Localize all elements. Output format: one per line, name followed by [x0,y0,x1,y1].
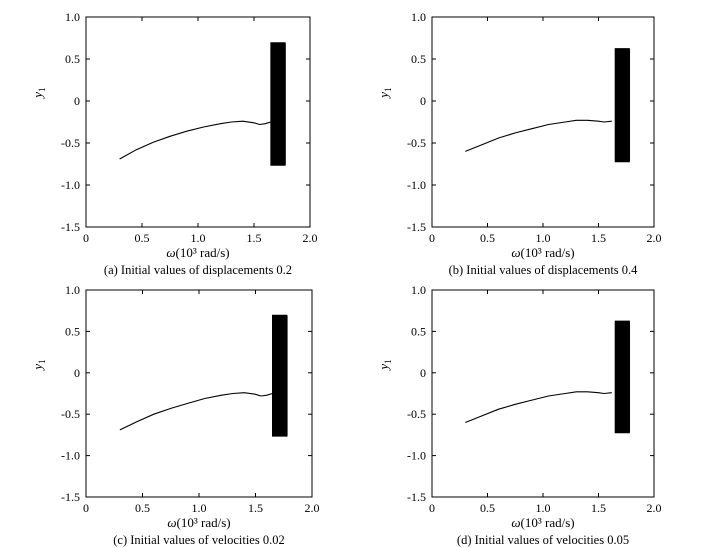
y-tick-label: -0.5 [407,407,426,421]
y-axis-label-symbol: y [30,364,45,372]
y-tick-label: 1.0 [411,10,426,24]
chart-panel-d: 0 0.5 1.0 1.5 2.0 1.0 0.5 0 -0.5 -1.0 -1.5 y1 ω(10³ … [376,283,662,547]
x-axis-label-symbol: ω [511,245,520,260]
x-axis-label-symbol: ω [166,245,175,260]
y-axis-label-symbol: y [30,92,45,100]
x-tick-label: 1.5 [248,501,263,515]
y-axis-label: y1 [30,87,47,99]
panel-caption: (c) Initial values of velocities 0.02 [113,533,284,547]
y-tick-label: -1.0 [407,449,426,463]
y-tick-label: 0.5 [411,52,426,66]
x-axis-label-unit: (10³ rad/s) [521,515,575,530]
x-axis-label-unit: (10³ rad/s) [176,245,230,260]
series-line [119,120,271,160]
x-tick-label: 1.0 [536,231,551,245]
y-tick-label: -1.5 [407,220,426,234]
x-tick-label: 1.5 [247,231,262,245]
y-tick-label: -1.5 [61,490,80,504]
x-tick-label: 0 [429,501,435,515]
y-axis-label-subscript: 1 [37,359,47,364]
x-tick-label: 0.5 [480,501,495,515]
y-tick-label: -1.0 [61,178,80,192]
x-tick-label: 2.0 [647,501,662,515]
y-axis-label: y1 [376,359,393,371]
y-axis-label-symbol: y [376,364,391,372]
panel-caption: (a) Initial values of displacements 0.2 [104,263,292,277]
x-tick-label: 1.0 [536,501,551,515]
x-axis-label-unit: (10³ rad/s) [177,515,231,530]
y-tick-label: -1.5 [61,220,80,234]
x-tick-label: 2.0 [303,231,318,245]
y-tick-label: -1.0 [407,178,426,192]
oscillation-band-core [618,324,627,428]
y-axis-label-subscript: 1 [383,359,393,364]
panel-caption: (b) Initial values of displacements 0.4 [449,263,639,277]
x-tick-label: 2.0 [305,501,320,515]
x-tick-label: 0.5 [135,501,150,515]
y-tick-label: 0.5 [65,324,80,338]
y-axis-label: y1 [376,87,393,99]
panel-caption: (d) Initial values of velocities 0.05 [457,533,629,547]
y-tick-label: -1.0 [61,449,80,463]
x-axis-label: ω(10³ rad/s) [511,245,574,260]
chart-panel-b: 0 0.5 1.0 1.5 2.0 1.0 0.5 0 -0.5 -1.0 -1.5 y1 ω(10³ … [376,10,662,277]
y-tick-label: 0 [420,94,426,108]
y-tick-label: 1.0 [65,283,80,297]
x-tick-label: 1.5 [591,231,606,245]
x-axis-label: ω(10³ rad/s) [166,245,229,260]
y-tick-label: -0.5 [61,136,80,150]
x-axis-label-symbol: ω [511,515,520,530]
y-tick-label: -0.5 [407,136,426,150]
y-axis-label-symbol: y [376,92,391,100]
oscillation-band-core [273,46,283,160]
x-tick-label: 0 [429,231,435,245]
series-line [465,119,612,152]
y-tick-label: 1.0 [65,10,80,24]
x-tick-label: 2.0 [647,231,662,245]
oscillation-band-core [618,52,627,157]
oscillation-band-core [275,318,285,431]
y-axis-label-subscript: 1 [37,87,47,92]
x-axis-label: ω(10³ rad/s) [167,515,230,530]
x-axis-label: ω(10³ rad/s) [511,515,574,530]
y-tick-label: 0.5 [65,52,80,66]
x-tick-label: 1.5 [591,501,606,515]
x-tick-label: 0 [83,501,89,515]
x-tick-label: 0.5 [135,231,150,245]
y-tick-label: 0.5 [411,324,426,338]
y-axis-label-subscript: 1 [383,87,393,92]
x-tick-label: 0.5 [480,231,495,245]
x-tick-label: 0 [83,231,89,245]
y-tick-label: -1.5 [407,490,426,504]
series-line [465,391,612,424]
series-line [119,392,273,431]
x-axis-label-unit: (10³ rad/s) [521,245,575,260]
y-tick-label: 0 [74,94,80,108]
x-tick-label: 1.0 [192,501,207,515]
chart-panel-a: 0 0.5 1.0 1.5 2.0 1.0 0.5 0 -0.5 -1.0 -1.5 y1 ω(10³ … [30,10,318,277]
y-tick-label: 0 [420,366,426,380]
chart-panel-c: 0 0.5 1.0 1.5 2.0 1.0 0.5 0 -0.5 -1.0 -1.5 y1 ω(10³ … [30,283,320,547]
x-tick-label: 1.0 [191,231,206,245]
y-tick-label: 0 [74,366,80,380]
y-axis-label: y1 [30,359,47,371]
x-axis-label-symbol: ω [167,515,176,530]
y-tick-label: -0.5 [61,407,80,421]
y-tick-label: 1.0 [411,283,426,297]
